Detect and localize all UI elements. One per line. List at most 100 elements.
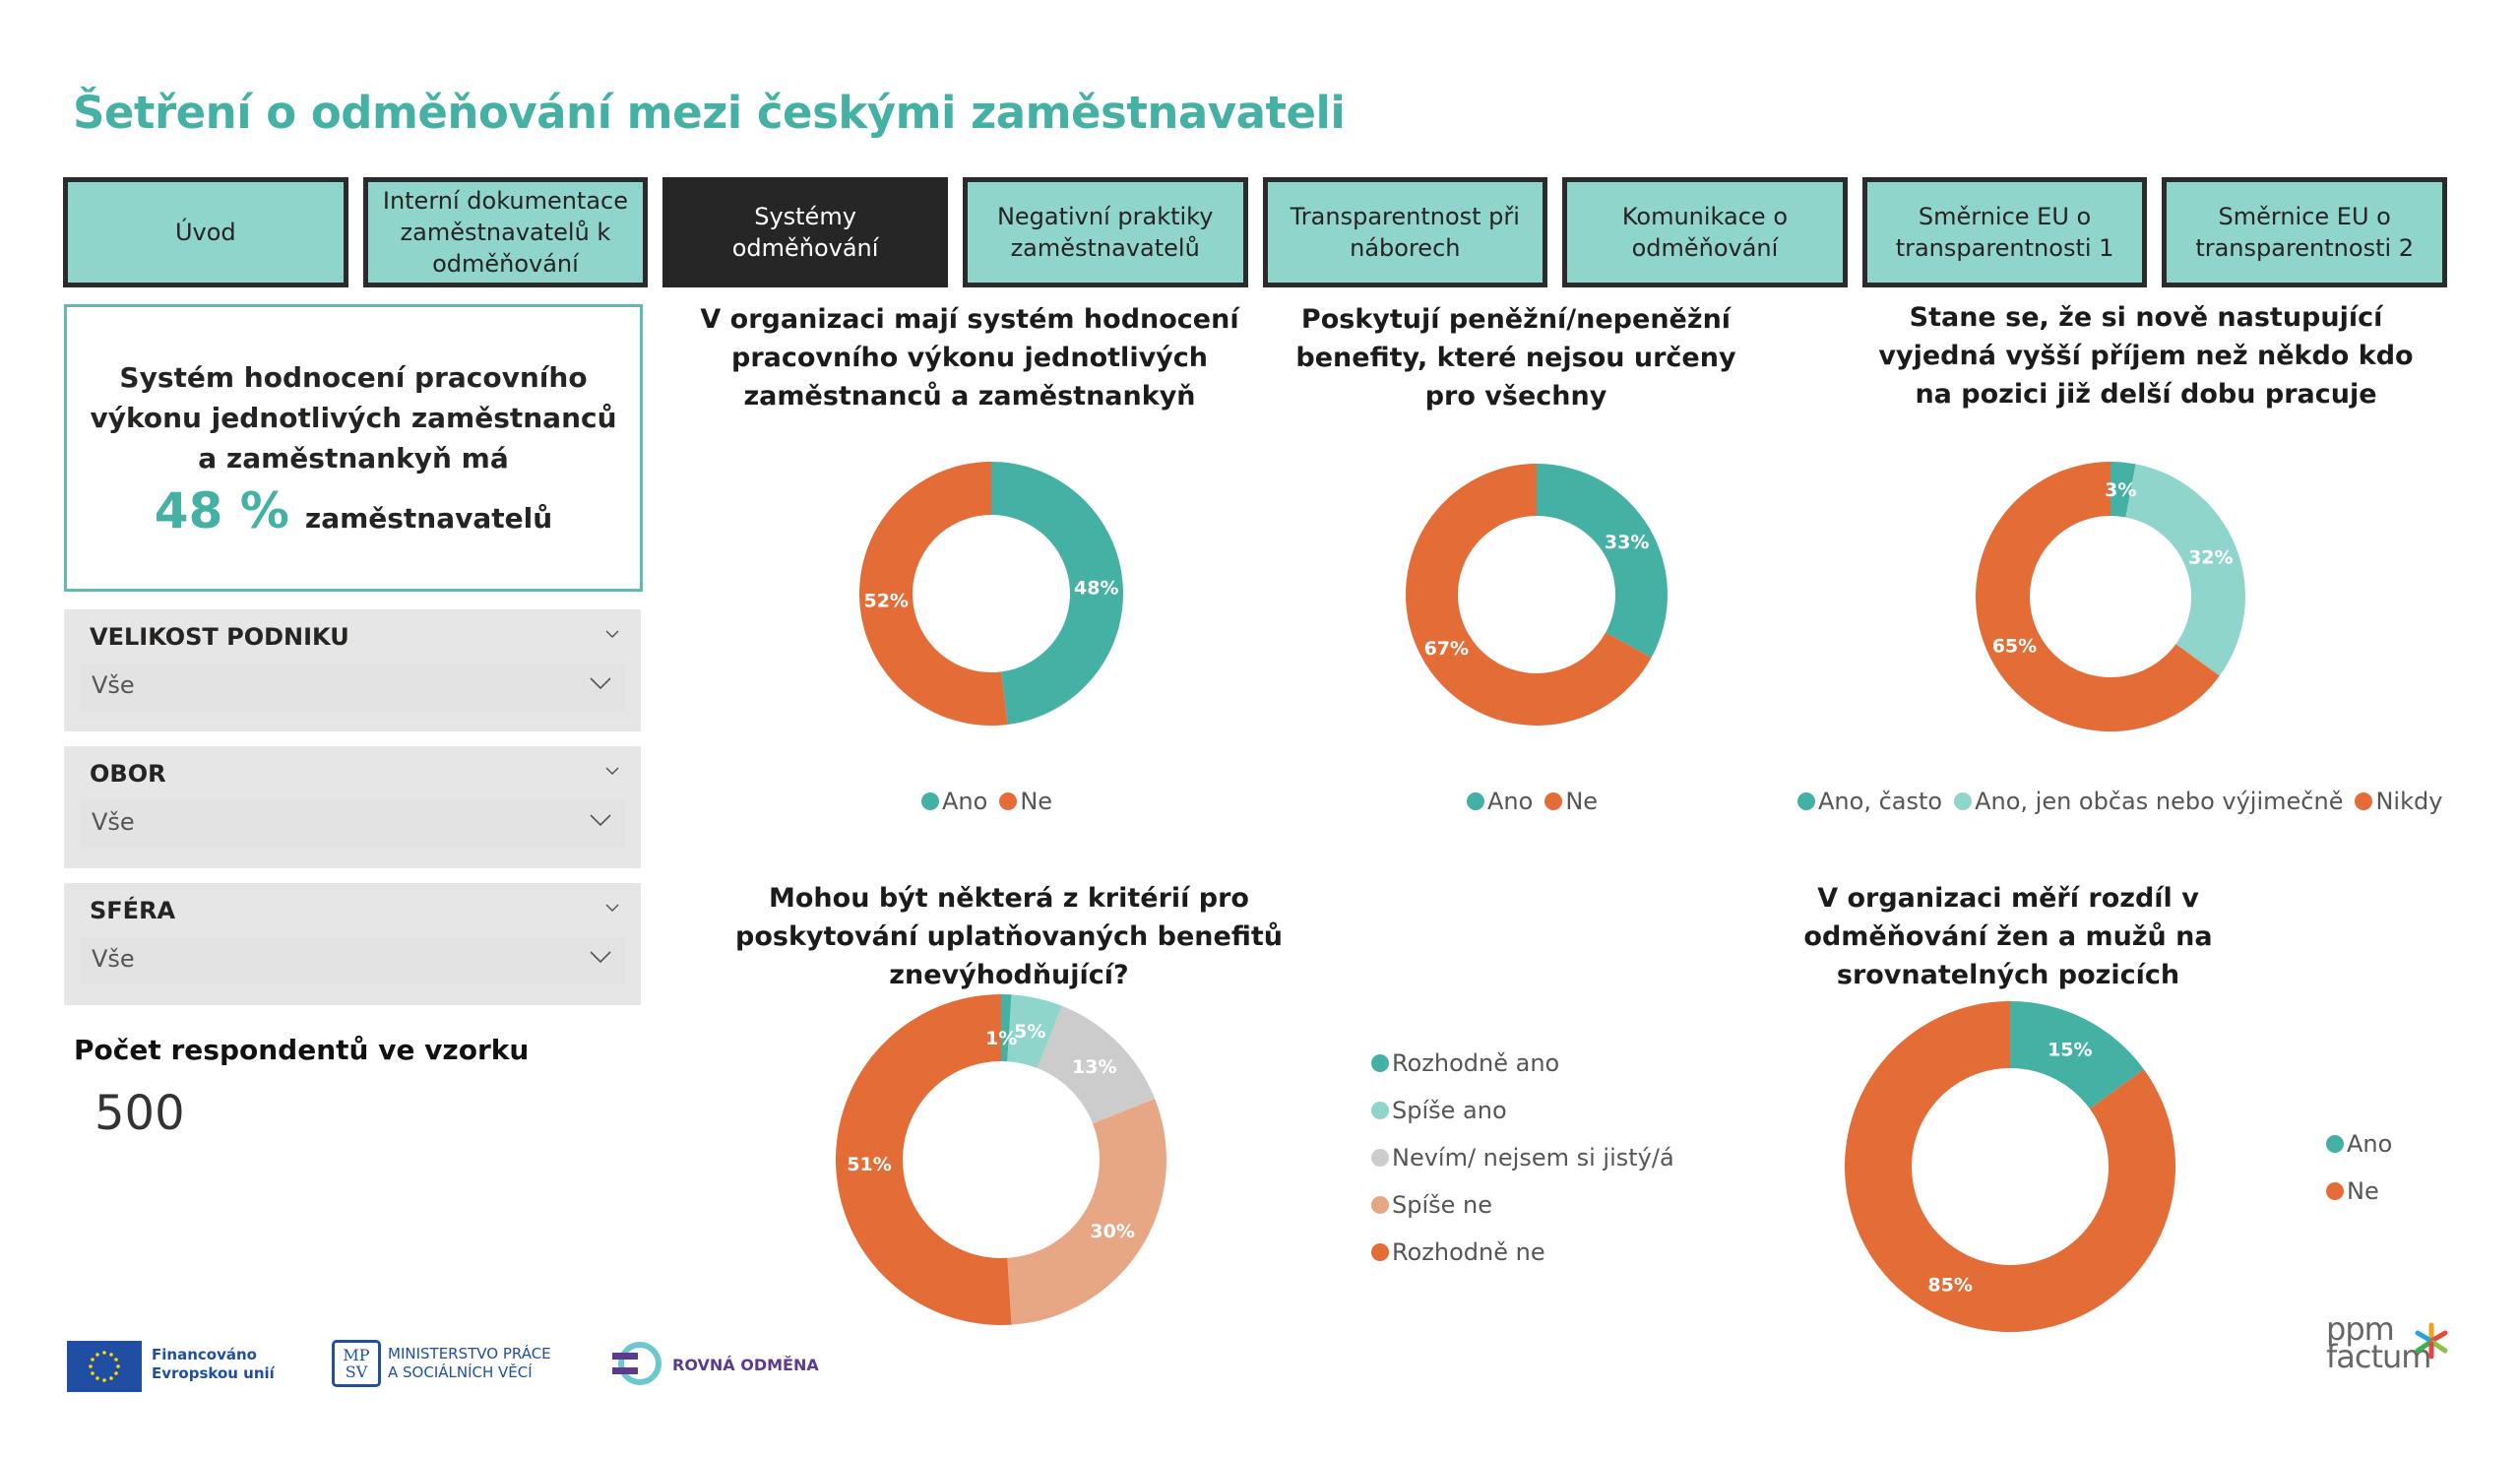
legend-item[interactable]: Nevím/ nejsem si jistý/á xyxy=(1371,1144,1674,1172)
donut-slice-nev-m-nejsem-si-jist-[interactable] xyxy=(1037,1005,1156,1124)
tab-komunikace[interactable]: Komunikace o odměňování xyxy=(1562,177,1848,287)
chevron-down-icon[interactable] xyxy=(605,627,619,641)
tab-label: Transparentnost při náborech xyxy=(1290,203,1520,262)
kpi-description: Systém hodnocení pracovního výkonu jedno… xyxy=(90,360,617,475)
mpsv-text: MINISTERSTVO PRÁCE A SOCIÁLNÍCH VĚCÍ xyxy=(388,1345,551,1382)
donut-slice-ne[interactable] xyxy=(1406,464,1652,726)
legend-item[interactable]: Ne xyxy=(999,788,1052,815)
legend-item[interactable]: Ano xyxy=(921,788,987,815)
chart-2-legend: Ano Ne xyxy=(1467,788,1598,815)
donut-slice-nikdy[interactable] xyxy=(1976,462,2220,731)
chart-3-legend: Ano, často Ano, jen občas nebo výjimečně… xyxy=(1797,788,2442,815)
chart-3-title: Stane se, že si nově nastupující vyjedná… xyxy=(1878,302,2414,410)
tab-smernice-eu-2[interactable]: Směrnice EU o transparentnosti 2 xyxy=(2162,177,2447,287)
respondents-label: Počet respondentů ve vzorku xyxy=(74,1034,530,1066)
filter-obor: OBOR Vše xyxy=(64,746,641,868)
legend-item[interactable]: Nikdy xyxy=(2355,788,2442,815)
donut-slice-ano-jen-ob-as-nebo-v-jime-n-[interactable] xyxy=(2125,464,2245,676)
eu-text-line-2: Evropskou unií xyxy=(152,1364,275,1382)
data-label: 5% xyxy=(1014,1021,1045,1043)
legend-dot-icon xyxy=(1954,792,1973,810)
legend-label: Ano xyxy=(1487,788,1534,815)
kpi-unit: zaměstnavatelů xyxy=(304,501,553,535)
tab-interni-dokumentace[interactable]: Interní dokumentace zaměstnavatelů k odm… xyxy=(362,177,649,287)
chart-4-title: Mohou být některá z kritérií pro poskyto… xyxy=(735,883,1283,990)
donut-slice-ano[interactable] xyxy=(991,462,1123,725)
donut-slice-sp-e-ne[interactable] xyxy=(1007,1099,1166,1325)
eu-flag-logo xyxy=(67,1341,142,1392)
legend-label: Spíše ne xyxy=(1392,1191,1493,1219)
rovna-odmena-logo-icon xyxy=(612,1342,662,1385)
legend-item[interactable]: Ano, často xyxy=(1797,788,1942,815)
donut-slice-ano-asto[interactable] xyxy=(2110,462,2136,518)
tab-negativni-praktiky[interactable]: Negativní praktiky zaměstnavatelů xyxy=(962,177,1248,287)
chevron-down-icon[interactable] xyxy=(605,764,619,778)
rovna-odmena-text: ROVNÁ ODMĚNA xyxy=(672,1356,819,1374)
legend-dot-icon xyxy=(1544,792,1563,810)
kpi-value: 48 % xyxy=(154,481,289,539)
mpsv-mark-2: SV xyxy=(345,1362,368,1381)
filter-dropdown[interactable]: Vše xyxy=(80,664,625,711)
filter-sfera: SFÉRA Vše xyxy=(64,883,641,1005)
legend-item[interactable]: Rozhodně ne xyxy=(1371,1238,1545,1266)
legend-label: Ne xyxy=(1565,788,1599,815)
legend-item[interactable]: Ne xyxy=(2326,1177,2379,1205)
tab-uvod[interactable]: Úvod xyxy=(63,177,348,287)
tab-transparentnost-nabory[interactable]: Transparentnost při náborech xyxy=(1262,177,1548,287)
filter-title: SFÉRA xyxy=(90,897,176,924)
data-label: 67% xyxy=(1424,638,1469,660)
donut-slice-rozhodn-ano[interactable] xyxy=(1001,994,1012,1062)
page-title: Šetření o odměňování mezi českými zaměst… xyxy=(73,87,1346,139)
eu-stars-icon xyxy=(89,1351,120,1382)
legend-dot-icon xyxy=(1371,1054,1389,1072)
donut-slice-ano[interactable] xyxy=(2010,1001,2144,1109)
legend-label: Ne xyxy=(1020,788,1053,815)
navigation-tabs: Úvod Interní dokumentace zaměstnavatelů … xyxy=(63,177,2447,287)
chart-2-donut: 33% 67% xyxy=(1406,464,1668,726)
chart-4-donut: 1%5% 13% 30% 51% xyxy=(836,994,1166,1325)
donut-slice-sp-e-ano[interactable] xyxy=(1007,994,1062,1069)
data-label: 3% xyxy=(2105,479,2136,501)
donut-slice-rozhodn-ne[interactable] xyxy=(836,994,1012,1325)
legend-item[interactable]: Spíše ano xyxy=(1371,1097,1507,1124)
legend-item[interactable]: Ano xyxy=(2326,1130,2392,1158)
filter-dropdown[interactable]: Vše xyxy=(80,937,625,984)
data-label: 32% xyxy=(2188,547,2233,569)
legend-item[interactable]: Ne xyxy=(1544,788,1598,815)
legend-label: Nikdy xyxy=(2375,788,2443,815)
chart-1-title: V organizaci mají systém hodnocení praco… xyxy=(700,304,1239,412)
filter-dropdown[interactable]: Vše xyxy=(80,800,625,848)
legend-label: Ano xyxy=(942,788,988,815)
data-label: 85% xyxy=(1927,1274,1972,1296)
factum-text: factum xyxy=(2326,1338,2431,1375)
chevron-down-icon[interactable] xyxy=(605,901,619,915)
respondents-value: 500 xyxy=(94,1086,185,1141)
donut-slice-ano[interactable] xyxy=(1537,464,1668,659)
filter-value: Vše xyxy=(92,671,135,699)
donut-slice-ne[interactable] xyxy=(859,462,1008,726)
legend-item[interactable]: Spíše ne xyxy=(1371,1191,1492,1219)
eu-text-line-1: Financováno xyxy=(152,1346,257,1363)
mpsv-mark-1: MP xyxy=(343,1346,370,1364)
legend-item[interactable]: Rozhodně ano xyxy=(1371,1049,1559,1077)
legend-item[interactable]: Ano xyxy=(1467,788,1533,815)
tab-label: Komunikace o odměňování xyxy=(1621,203,1789,262)
data-label: 51% xyxy=(847,1154,891,1175)
legend-dot-icon xyxy=(2326,1135,2344,1153)
data-label: 48% xyxy=(1074,577,1118,599)
data-label: 15% xyxy=(2048,1040,2092,1061)
tab-label: Úvod xyxy=(174,219,236,246)
chart-5-legend: Ano Ne xyxy=(2326,1130,2392,1205)
legend-dot-icon xyxy=(2326,1182,2344,1200)
tab-smernice-eu-1[interactable]: Směrnice EU o transparentnosti 1 xyxy=(1861,177,2148,287)
legend-item[interactable]: Ano, jen občas nebo výjimečně xyxy=(1954,788,2343,815)
chevron-down-icon xyxy=(590,951,611,964)
mpsv-text-line-1: MINISTERSTVO PRÁCE xyxy=(388,1345,551,1362)
donut-slice-ne[interactable] xyxy=(1845,1001,2175,1332)
mpsv-logo: MP SV xyxy=(332,1340,381,1387)
filter-title: OBOR xyxy=(90,760,166,788)
mpsv-text-line-2: A SOCIÁLNÍCH VĚCÍ xyxy=(388,1363,533,1381)
tab-systemy-odmenovani[interactable]: Systémy odměňování xyxy=(662,177,948,287)
legend-label: Nevím/ nejsem si jistý/á xyxy=(1392,1144,1674,1172)
legend-label: Ano, jen občas nebo výjimečně xyxy=(1975,788,2344,815)
